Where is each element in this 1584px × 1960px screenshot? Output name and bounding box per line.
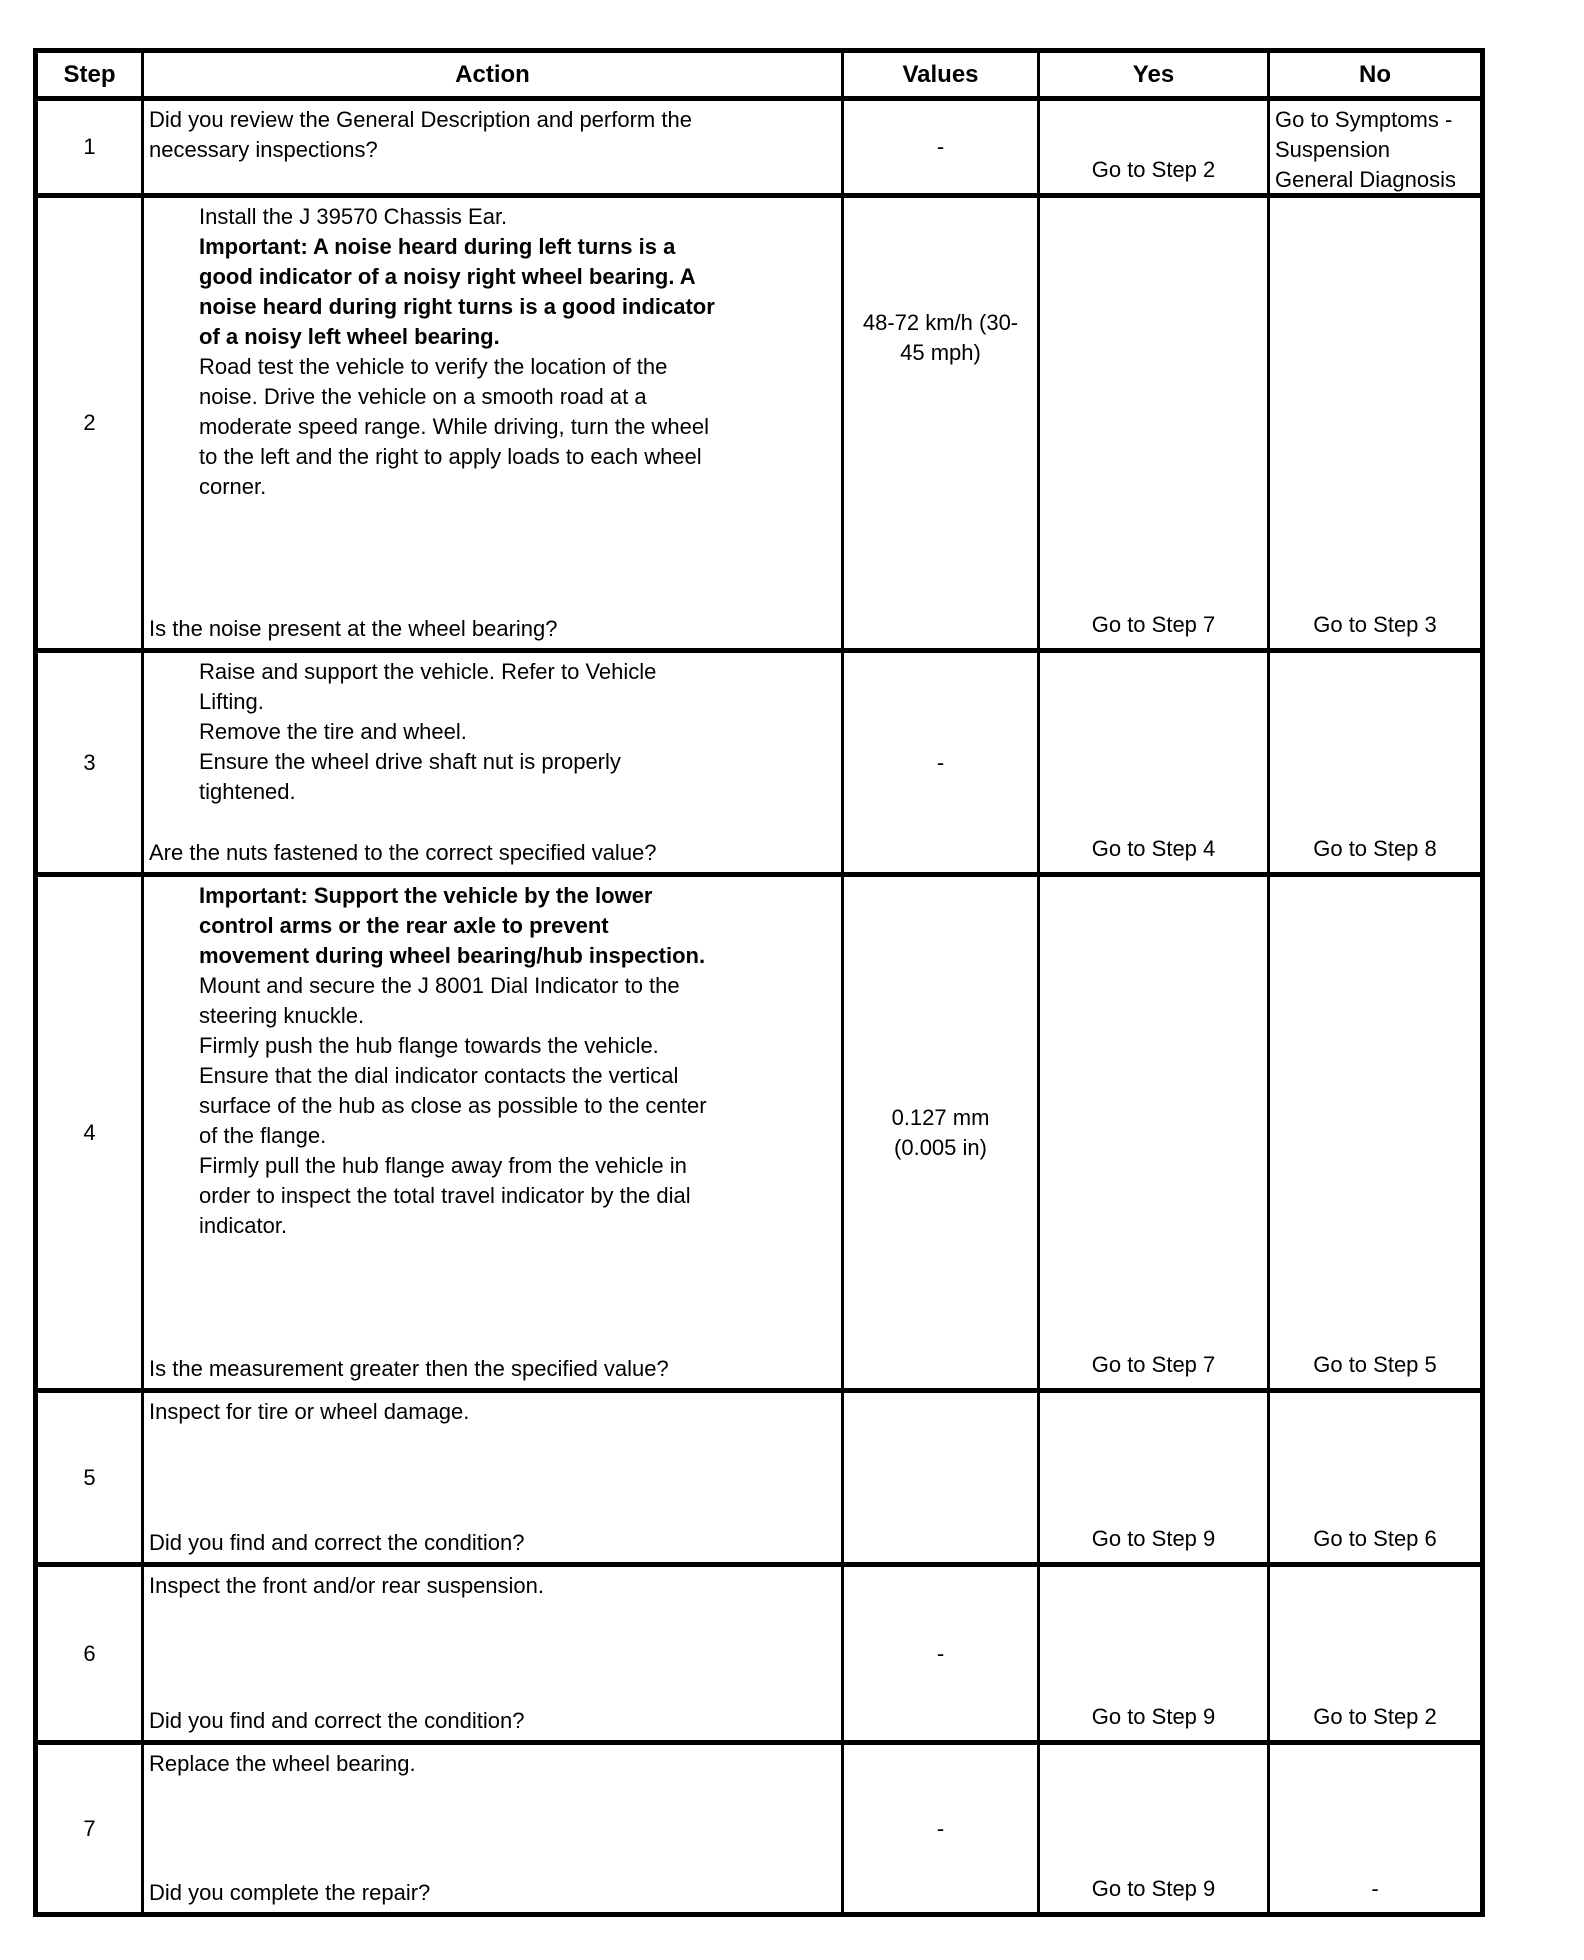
action-paragraph: Mount and secure the J 8001 Dial Indicat… [199,973,707,1238]
step-cell: 6 [83,1640,96,1666]
action-question: Is the noise present at the wheel bearin… [149,616,558,641]
header-no: No [1267,53,1480,96]
action-cell: Inspect for tire or wheel damage. Did yo… [141,1393,841,1562]
yes-cell: Go to Step 7 [1037,198,1267,648]
values-cell: - [841,1567,1037,1740]
action-important-note: Important: A noise heard during left tur… [199,234,715,349]
action-cell: Replace the wheel bearing. Did you compl… [141,1745,841,1912]
yes-cell: Go to Step 2 [1037,101,1267,193]
values-cell: - [841,653,1037,872]
step-cell: 3 [83,749,96,775]
no-cell: Go to Step 2 [1267,1567,1480,1740]
action-body: Install the J 39570 Chassis Ear. Importa… [149,202,837,502]
action-question: Did you complete the repair? [149,1880,431,1905]
action-question: Is the measurement greater then the spec… [149,1356,669,1381]
header-step: Step [63,60,116,88]
no-cell: Go to Step 5 [1267,877,1480,1388]
action-cell: Install the J 39570 Chassis Ear. Importa… [141,198,841,648]
yes-cell: Go to Step 9 [1037,1567,1267,1740]
table-row: 3 Raise and support the vehicle. Refer t… [38,648,1480,872]
table-row: 7 Replace the wheel bearing. Did you com… [38,1740,1480,1912]
action-cell: Did you review the General Description a… [141,101,841,193]
action-body: Important: Support the vehicle by the lo… [149,881,837,1241]
step-cell: 1 [83,134,96,159]
table-row: 5 Inspect for tire or wheel damage. Did … [38,1388,1480,1562]
action-body: Inspect the front and/or rear suspension… [149,1571,837,1601]
action-body: Inspect for tire or wheel damage. [149,1397,837,1427]
action-question: Did you find and correct the condition? [149,1708,525,1733]
table-row: 4 Important: Support the vehicle by the … [38,872,1480,1388]
step-cell: 5 [83,1464,96,1490]
header-yes: Yes [1037,53,1267,96]
values-cell: - [841,101,1037,193]
action-question: Did you find and correct the condition? [149,1530,525,1555]
table-header-row: Step Action Values Yes No [38,53,1480,96]
values-cell: 48-72 km/h (30- 45 mph) [841,198,1037,648]
no-cell: Go to Step 8 [1267,653,1480,872]
action-paragraph: Install the J 39570 Chassis Ear. [199,204,508,229]
action-cell: Raise and support the vehicle. Refer to … [141,653,841,872]
no-cell: Go to Step 6 [1267,1393,1480,1562]
action-paragraph: Raise and support the vehicle. Refer to … [199,659,657,804]
action-question: Are the nuts fastened to the correct spe… [149,840,657,865]
action-paragraph: Did you review the General Description a… [149,107,692,162]
yes-cell: Go to Step 9 [1037,1393,1267,1562]
yes-cell: Go to Step 4 [1037,653,1267,872]
step-cell: 7 [83,1815,96,1841]
diagnostic-table: Step Action Values Yes No 1 Did you revi… [33,48,1485,1917]
values-cell: - [841,1745,1037,1912]
action-cell: Inspect the front and/or rear suspension… [141,1567,841,1740]
table-row: 2 Install the J 39570 Chassis Ear. Impor… [38,193,1480,648]
action-body: Did you review the General Description a… [149,105,837,165]
no-cell: Go to Step 3 [1267,198,1480,648]
values-cell [841,1393,1037,1562]
yes-cell: Go to Step 9 [1037,1745,1267,1912]
header-values: Values [841,53,1037,96]
table-row: 1 Did you review the General Description… [38,96,1480,193]
step-cell: 2 [83,410,96,435]
action-paragraph: Replace the wheel bearing. [149,1751,416,1776]
action-cell: Important: Support the vehicle by the lo… [141,877,841,1388]
action-body: Raise and support the vehicle. Refer to … [149,657,837,807]
header-action: Action [141,53,841,96]
step-cell: 4 [83,1119,96,1145]
action-paragraph: Inspect for tire or wheel damage. [149,1399,470,1424]
values-cell: 0.127 mm (0.005 in) [841,877,1037,1388]
action-body: Replace the wheel bearing. [149,1749,837,1779]
table-row: 6 Inspect the front and/or rear suspensi… [38,1562,1480,1740]
action-important-note: Important: Support the vehicle by the lo… [199,883,706,968]
no-cell: Go to Symptoms - Suspension General Diag… [1267,101,1480,193]
action-paragraph: Inspect the front and/or rear suspension… [149,1573,545,1598]
yes-cell: Go to Step 7 [1037,877,1267,1388]
no-cell: - [1267,1745,1480,1912]
action-paragraph: Road test the vehicle to verify the loca… [199,354,709,499]
